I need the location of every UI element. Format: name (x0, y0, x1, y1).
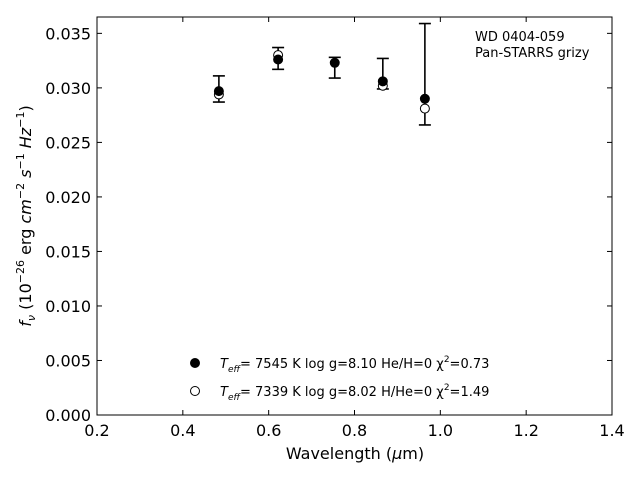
x-tick-label: 0.4 (170, 421, 195, 440)
legend-marker-filled (190, 358, 200, 368)
y-tick-label: 0.025 (45, 133, 91, 152)
x-axis-label: Wavelength (μm) (286, 444, 424, 463)
filled-circle-point (419, 93, 430, 104)
y-tick-label: 0.005 (45, 351, 91, 370)
y-tick-label: 0.035 (45, 24, 91, 43)
x-tick-label: 1.4 (599, 421, 624, 440)
annotation-object: WD 0404-059 (475, 30, 565, 45)
annotation-survey: Pan-STARRS grizy (475, 46, 590, 61)
legend: Teff= 7545 K log g=8.10 He/H=0 χ2=0.73 T… (190, 355, 489, 403)
x-tick-label: 0.6 (256, 421, 281, 440)
filled-circle-point (273, 54, 284, 65)
filled-circle-point (213, 86, 224, 97)
y-axis-label: fν (10−26 erg cm−2 s−1 Hz−1) (14, 105, 38, 326)
filled-circle-point (329, 57, 340, 68)
y-tick-label: 0.000 (45, 406, 91, 425)
x-tick-label: 0.8 (342, 421, 367, 440)
y-tick-label: 0.010 (45, 297, 91, 316)
legend-label-2: Teff= 7339 K log g=8.02 H/He=0 χ2=1.49 (220, 383, 489, 403)
x-tick-label: 1.2 (513, 421, 538, 440)
marks (212, 22, 431, 126)
y-tick-label: 0.020 (45, 188, 91, 207)
plot-frame (96, 16, 613, 416)
open-circle-point (419, 103, 430, 114)
legend-marker-open (190, 386, 200, 396)
x-tick-label: 0.2 (84, 421, 109, 440)
legend-label-1: Teff= 7545 K log g=8.10 He/H=0 χ2=0.73 (220, 355, 489, 375)
y-tick-label: 0.015 (45, 242, 91, 261)
x-tick-label: 1.0 (428, 421, 453, 440)
y-tick-label: 0.030 (45, 79, 91, 98)
ticks: 0.2 0.4 0.6 0.8 1.0 1.2 1.4 0.000 0.005 0.010 0.01… (45, 17, 625, 440)
filled-circle-point (377, 76, 388, 87)
